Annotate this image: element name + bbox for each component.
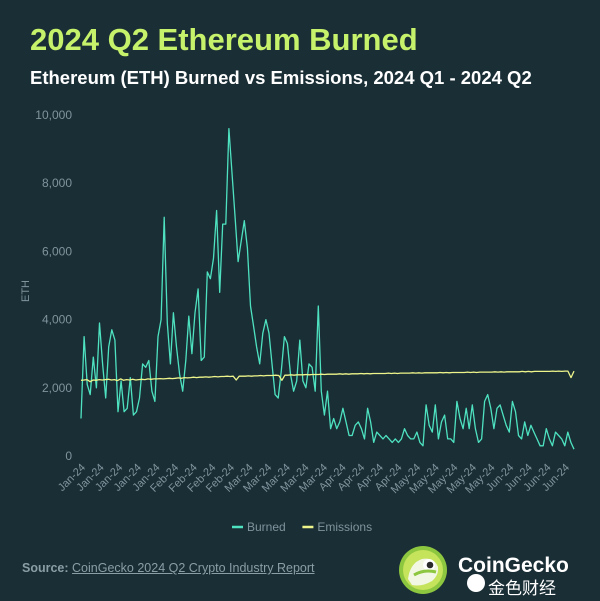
jinse-watermark-icon [467, 574, 485, 592]
chart-title: 2024 Q2 Ethereum Burned [30, 22, 418, 57]
chart-subtitle: Ethereum (ETH) Burned vs Emissions, 2024… [30, 67, 532, 88]
source-link[interactable]: CoinGecko 2024 Q2 Crypto Industry Report [72, 561, 315, 575]
series-line-burned [80, 127, 575, 450]
series-line-emissions [80, 370, 575, 383]
y-tick-label: 8,000 [42, 176, 72, 190]
y-tick-label: 2,000 [42, 381, 72, 395]
source-note: Source: CoinGecko 2024 Q2 Crypto Industr… [22, 561, 315, 575]
y-tick-label: 4,000 [42, 313, 72, 327]
series-lines [80, 127, 575, 450]
y-axis: 0 2,000 4,000 6,000 8,000 10,000 [35, 108, 72, 463]
source-label: Source: [22, 561, 69, 575]
watermark: 金色财经 [488, 579, 556, 598]
y-tick-label: 6,000 [42, 244, 72, 258]
y-tick-label: 0 [65, 449, 72, 463]
coingecko-brand: CoinGecko [458, 554, 569, 577]
y-axis-label: ETH [20, 280, 32, 302]
line-chart: 0 2,000 4,000 6,000 8,000 10,000 Jan-24Jan-24… [20, 108, 575, 534]
x-axis: Jan-24Jan-24Jan-24Jan-24Jan-24Feb-24Feb-… [56, 462, 572, 496]
coingecko-logo-icon [399, 546, 447, 594]
y-tick-label: 10,000 [35, 108, 72, 122]
legend-label: Burned [247, 520, 286, 534]
legend: Burned Emissions [232, 520, 372, 534]
legend-label: Emissions [317, 520, 372, 534]
